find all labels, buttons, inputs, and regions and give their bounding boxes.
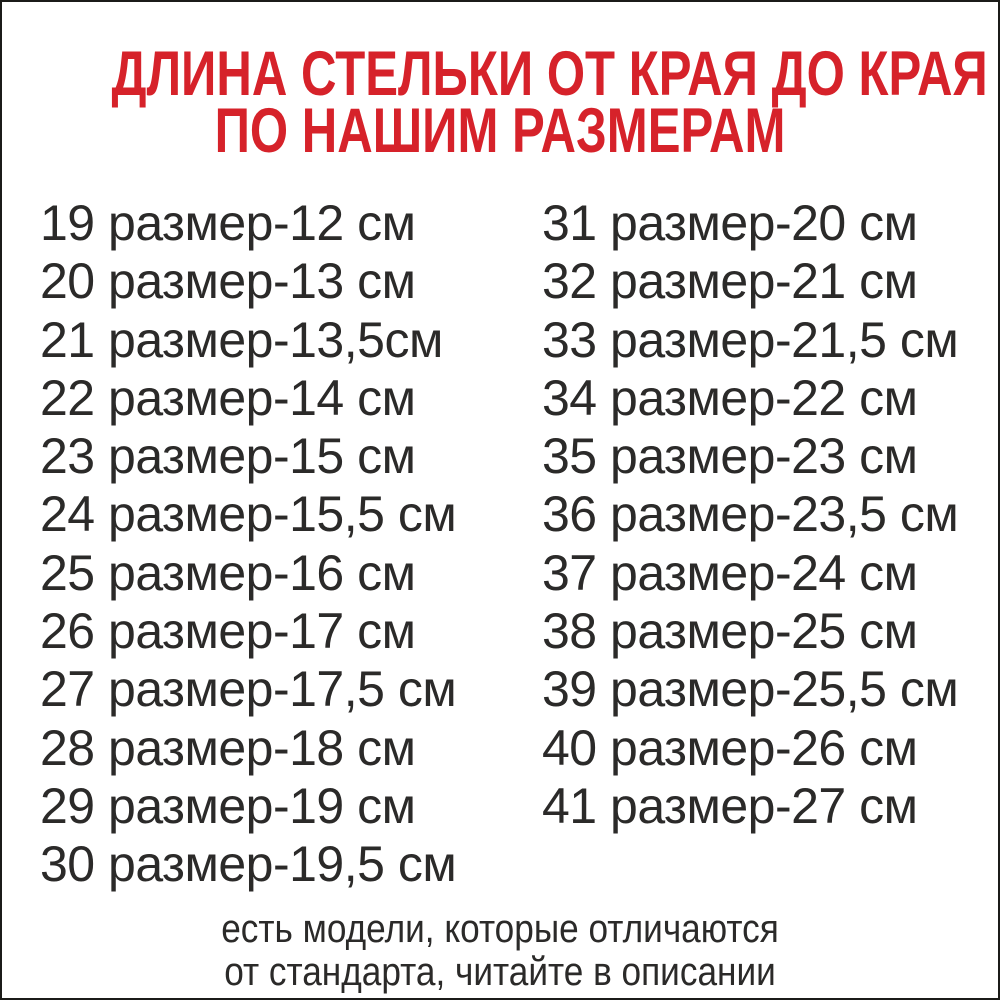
size-row: 21 размер-13,5см — [40, 311, 443, 368]
size-row: 28 размер-18 см — [40, 719, 416, 776]
size-row: 41 размер-27 см — [542, 777, 918, 834]
size-row: 39 размер-25,5 см — [542, 661, 959, 718]
size-row: 37 размер-24 см — [542, 544, 918, 601]
page-title-line-2: ПО НАШИМ РАЗМЕРАМ — [214, 96, 786, 166]
size-row: 33 размер-21,5 см — [542, 311, 959, 368]
size-chart-left-column: 19 размер-12 см 20 размер-13 см 21 разме… — [40, 194, 542, 894]
size-row: 27 размер-17,5 см — [40, 661, 457, 718]
size-row: 29 размер-19 см — [40, 777, 416, 834]
page-title-line-1: ДЛИНА СТЕЛЬКИ ОТ КРАЯ ДО КРАЯ — [111, 39, 988, 109]
page-title: ДЛИНА СТЕЛЬКИ ОТ КРАЯ ДО КРАЯ ПО НАШИМ Р… — [2, 39, 998, 166]
size-row: 34 размер-22 см — [542, 369, 918, 426]
size-row: 22 размер-14 см — [40, 369, 416, 426]
footnote-line-1: есть модели, которые отличаются — [221, 907, 779, 951]
size-row: 24 размер-15,5 см — [40, 486, 457, 543]
size-row: 32 размер-21 см — [542, 253, 918, 310]
size-row: 35 размер-23 см — [542, 428, 918, 485]
size-chart-right-column: 31 размер-20 см 32 размер-21 см 33 разме… — [542, 194, 988, 894]
size-row: 30 размер-19,5 см — [40, 836, 457, 893]
size-row: 26 размер-17 см — [40, 603, 416, 660]
size-row: 20 размер-13 см — [40, 253, 416, 310]
size-row: 38 размер-25 см — [542, 603, 918, 660]
size-row: 36 размер-23,5 см — [542, 486, 959, 543]
size-chart: 19 размер-12 см 20 размер-13 см 21 разме… — [40, 194, 988, 894]
footnote-line-2: от стандарта, читайте в описании — [224, 950, 776, 994]
size-row: 25 размер-16 см — [40, 544, 416, 601]
size-row: 23 размер-15 см — [40, 428, 416, 485]
size-row: 31 размер-20 см — [542, 195, 918, 251]
size-row: 19 размер-12 см — [40, 195, 416, 251]
size-row: 40 размер-26 см — [542, 719, 918, 776]
footnote: есть модели, которые отличаются от станд… — [2, 908, 998, 994]
